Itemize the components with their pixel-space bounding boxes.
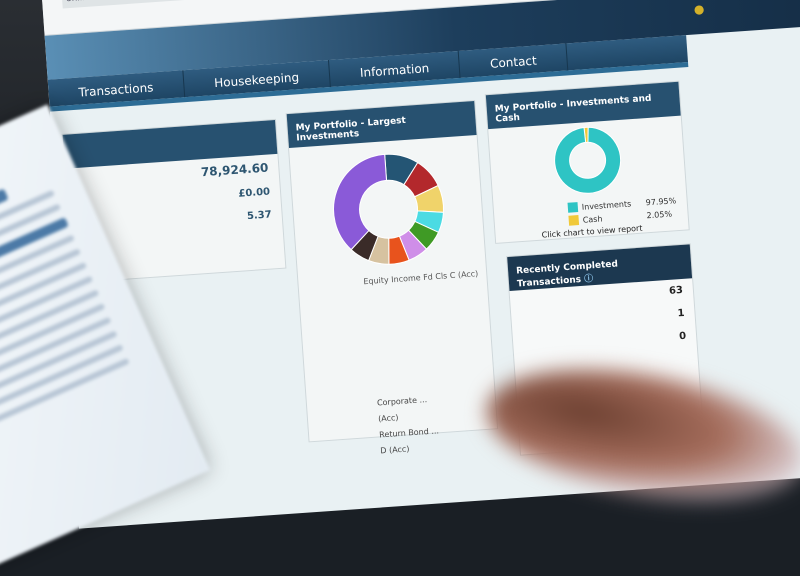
legend-label: Investments: [581, 198, 632, 212]
largest-investments-donut[interactable]: [289, 135, 488, 278]
donut-slice-9[interactable]: [330, 153, 391, 251]
address-text: online: [66, 0, 94, 4]
largest-investments-panel: My Portfolio - Largest Investments Equit…: [285, 99, 499, 455]
investments-cash-panel: My Portfolio - Investments and Cash Inve…: [484, 80, 690, 244]
legend-swatch: [567, 202, 579, 213]
legend-label: Cash: [582, 213, 603, 225]
donut-slice-1[interactable]: [552, 125, 622, 195]
help-icon[interactable]: ⓘ: [583, 274, 594, 285]
legend-swatch: [568, 215, 580, 226]
investments-cash-donut[interactable]: [488, 116, 688, 201]
legend-value: 2.05%: [646, 209, 673, 220]
legend-value: 97.95%: [645, 195, 677, 207]
user-icon[interactable]: ●: [693, 1, 705, 17]
screen: online ● Transactions Housekeeping Infor…: [40, 0, 800, 529]
